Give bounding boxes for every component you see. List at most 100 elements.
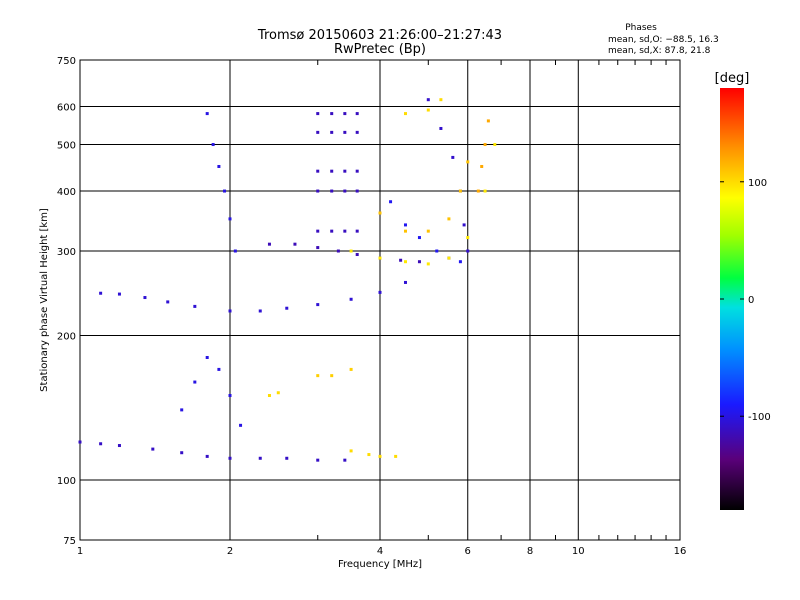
data-point-9-2 — [205, 355, 209, 359]
data-point-17-2 — [439, 98, 443, 102]
data-point-10-0 — [426, 98, 430, 102]
data-point-11-2 — [417, 236, 421, 240]
data-point-2-6 — [399, 258, 403, 262]
data-point-6-0 — [316, 189, 320, 193]
y-tick-label-2: 200 — [57, 332, 76, 343]
data-point-8-1 — [211, 143, 215, 147]
data-point-3-2 — [343, 112, 347, 116]
data-point-0-4 — [180, 451, 184, 455]
y-tick-label-5: 500 — [57, 141, 76, 152]
data-point-12-0 — [349, 249, 353, 253]
data-point-6-3 — [355, 189, 359, 193]
data-point-11-5 — [458, 260, 462, 264]
data-point-8-5 — [233, 249, 237, 253]
data-point-9-3 — [217, 367, 221, 371]
data-point-0-2 — [117, 444, 121, 448]
data-point-8-3 — [223, 189, 227, 193]
data-point-3-0 — [316, 112, 320, 116]
data-point-8-0 — [205, 112, 209, 116]
data-point-0-3 — [151, 447, 155, 451]
data-point-7-2 — [343, 229, 347, 233]
x-tick-label-5: 10 — [572, 546, 585, 557]
data-point-0-7 — [258, 456, 262, 460]
data-point-10-1 — [439, 126, 443, 130]
data-point-11-3 — [435, 249, 439, 253]
grid-lines — [80, 60, 680, 540]
data-point-12-2 — [403, 260, 407, 264]
chart-title-line1: Tromsø 20150603 21:26:00–21:27:43 — [257, 28, 502, 43]
data-point-2-4 — [355, 253, 359, 257]
colorbar-tick-label-1: 0 — [748, 295, 754, 306]
data-point-0-10 — [343, 458, 347, 462]
data-point-16-0 — [349, 449, 353, 453]
data-point-4-0 — [316, 130, 320, 134]
data-point-5-3 — [355, 169, 359, 173]
data-point-15-1 — [330, 374, 334, 378]
data-point-1-1 — [117, 292, 121, 296]
data-point-6-1 — [330, 189, 334, 193]
x-axis-label: Frequency [MHz] — [338, 559, 422, 570]
y-tick-label-6: 600 — [57, 103, 76, 114]
data-point-8-4 — [228, 217, 232, 221]
data-point-13-2 — [426, 229, 430, 233]
data-point-1-3 — [166, 300, 170, 304]
data-point-12-1 — [378, 256, 382, 260]
data-point-2-0 — [267, 242, 271, 246]
data-point-7-3 — [355, 229, 359, 233]
y-tick-label-4: 400 — [57, 187, 76, 198]
data-point-4-3 — [355, 130, 359, 134]
x-tick-label-2: 4 — [377, 546, 383, 557]
y-ticks: 75 100 200 300 400 500 600 750 — [57, 56, 76, 547]
x-tick-label-1: 2 — [227, 546, 233, 557]
data-point-14-3 — [486, 119, 490, 123]
data-point-1-0 — [99, 291, 103, 295]
phase-mean-x: mean, sd,X: 87.8, 21.8 — [608, 46, 711, 56]
data-point-11-0 — [389, 200, 393, 204]
data-point-2-7 — [417, 260, 421, 264]
data-point-12-7 — [493, 143, 497, 147]
data-point-10-2 — [451, 155, 455, 159]
data-point-13-3 — [447, 217, 451, 221]
data-point-5-0 — [316, 169, 320, 173]
data-point-10-4 — [462, 223, 466, 227]
data-point-18-0 — [267, 394, 271, 398]
data-point-0-8 — [285, 456, 289, 460]
data-point-9-1 — [193, 380, 197, 384]
data-point-2-2 — [316, 246, 320, 250]
data-point-5-1 — [330, 169, 334, 173]
data-point-12-6 — [483, 189, 487, 193]
data-point-15-0 — [316, 374, 320, 378]
data-point-12-5 — [466, 236, 470, 240]
data-point-11-1 — [403, 223, 407, 227]
data-point-7-1 — [330, 229, 334, 233]
phase-mean-o: mean, sd,O: −88.5, 16.3 — [608, 35, 719, 45]
data-point-0-6 — [228, 456, 232, 460]
x-tick-label-6: 16 — [674, 546, 687, 557]
data-point-6-2 — [343, 189, 347, 193]
data-point-17-0 — [403, 112, 407, 116]
data-point-3-3 — [355, 112, 359, 116]
data-point-14-1 — [480, 164, 484, 168]
data-point-1-11 — [403, 280, 407, 284]
data-point-14-2 — [483, 143, 487, 147]
data-point-14-0 — [476, 189, 480, 193]
data-point-8-2 — [217, 164, 221, 168]
data-point-2-3 — [336, 249, 340, 253]
colorbar-ticks: -100 0 100 — [720, 178, 771, 423]
y-axis-label: Stationary phase Virtual Height [km] — [39, 208, 50, 392]
data-point-1-8 — [316, 303, 320, 307]
data-point-16-1 — [367, 453, 371, 457]
data-point-18-1 — [276, 391, 280, 395]
colorbar-tick-label-0: -100 — [748, 412, 771, 423]
data-point-1-6 — [258, 309, 262, 313]
colorbar-tick-label-2: 100 — [748, 178, 767, 189]
data-point-7-0 — [316, 229, 320, 233]
data-point-9-5 — [239, 423, 243, 427]
data-point-1-7 — [285, 306, 289, 310]
data-point-1-2 — [143, 296, 147, 300]
data-point-4-2 — [343, 130, 347, 134]
data-points — [78, 98, 497, 462]
data-point-13-1 — [403, 229, 407, 233]
data-point-13-5 — [466, 160, 470, 164]
